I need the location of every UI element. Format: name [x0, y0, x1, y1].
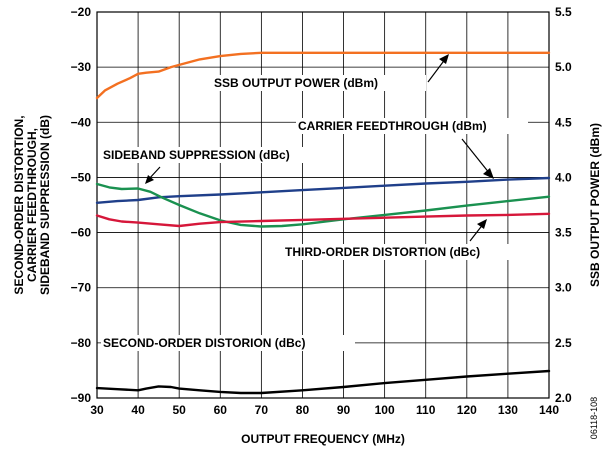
y-left-tick-label: −20 [71, 5, 92, 19]
y-right-tick-label: 3.0 [555, 281, 572, 295]
x-tick-label: 140 [539, 403, 559, 417]
y-right-tick-label: 5.5 [555, 5, 572, 19]
x-tick-label: 120 [457, 403, 477, 417]
y-right-tick-label: 2.5 [555, 336, 572, 350]
plot-frame [96, 11, 550, 399]
third-label: THIRD-ORDER DISTORTION (dBc) [285, 245, 480, 259]
series-line-third-order-distortion-dbc [95, 212, 551, 228]
y-right-tick-label: 3.5 [555, 226, 572, 240]
y-right-tick-label: 4.5 [555, 115, 572, 129]
x-tick-labels: 30 40 50 60 70 80 90 100 110 120 130 140 [90, 403, 559, 417]
carrier-leader-arrowhead [483, 168, 494, 179]
x-tick-label: 80 [296, 403, 310, 417]
series-line-sideband-suppression-dbc [95, 182, 551, 228]
y-left-tick-labels: −20 −30 −40 −50 −60 −70 −80 −90 [71, 5, 92, 405]
y-left-tick-label: −70 [71, 281, 92, 295]
carrier-label-bg [296, 118, 528, 134]
y-left-tick-label: −60 [71, 226, 92, 240]
y-left-axis-label-line3: SIDEBAND SUPPRESSION (dB) [38, 115, 52, 295]
x-tick-label: 100 [375, 403, 395, 417]
x-tick-label: 70 [255, 403, 269, 417]
y-right-tick-labels: 5.5 5.0 4.5 4.0 3.5 3.0 2.5 2.0 [555, 5, 572, 405]
carrier-leader [461, 138, 491, 175]
y-right-axis-label: SSB OUTPUT POWER (dBm) [588, 123, 602, 287]
y-right-tick-label: 4.0 [555, 170, 572, 184]
ssb-leader-arrowhead [439, 54, 449, 64]
sideband-label: SIDEBAND SUPPRESSION (dBc) [103, 148, 290, 162]
carrier-label: CARRIER FEEDTHROUGH (dBm) [298, 119, 487, 133]
x-axis-label: OUTPUT FREQUENCY (MHz) [241, 432, 405, 446]
sideband-label-bg [101, 147, 335, 163]
second-label-bg [101, 335, 355, 351]
y-left-tick-label: −80 [71, 336, 92, 350]
y-left-tick-label: −90 [71, 391, 92, 405]
ssb-label-bg [212, 75, 426, 91]
third-leader-arrowhead [477, 219, 487, 229]
x-tick-label: 50 [173, 403, 187, 417]
y-left-tick-label: −50 [71, 170, 92, 184]
x-tick-label: 130 [498, 403, 518, 417]
sideband-leader-arrowhead [145, 175, 154, 184]
ssb-label: SSB OUTPUT POWER (dBm) [214, 76, 378, 90]
series-lines [95, 51, 551, 395]
y-left-axis-label-line2: CARRIER FEEDTHROUGH, [25, 128, 39, 282]
x-tick-label: 110 [416, 403, 436, 417]
series-line-carrier-feedthrough-dbm [95, 176, 551, 205]
third-label-bg [283, 244, 528, 260]
y-right-tick-label: 2.0 [555, 391, 572, 405]
x-tick-label: 30 [90, 403, 104, 417]
y-left-tick-label: −30 [71, 60, 92, 74]
second-label: SECOND-ORDER DISTORION (dBc) [103, 336, 305, 350]
series-line-ssb-output-power-dbm [95, 51, 551, 100]
figure-code: 06118-108 [589, 397, 599, 439]
y-right-tick-label: 5.0 [555, 60, 572, 74]
series-line-second-order-distorion-dbc [95, 369, 551, 395]
x-tick-label: 40 [131, 403, 145, 417]
ssb-leader [427, 57, 447, 83]
y-left-tick-label: −40 [71, 115, 92, 129]
x-tick-label: 90 [337, 403, 351, 417]
y-left-axis-label-line1: SECOND-ORDER DISTORTION, [12, 115, 26, 294]
x-tick-label: 60 [214, 403, 228, 417]
